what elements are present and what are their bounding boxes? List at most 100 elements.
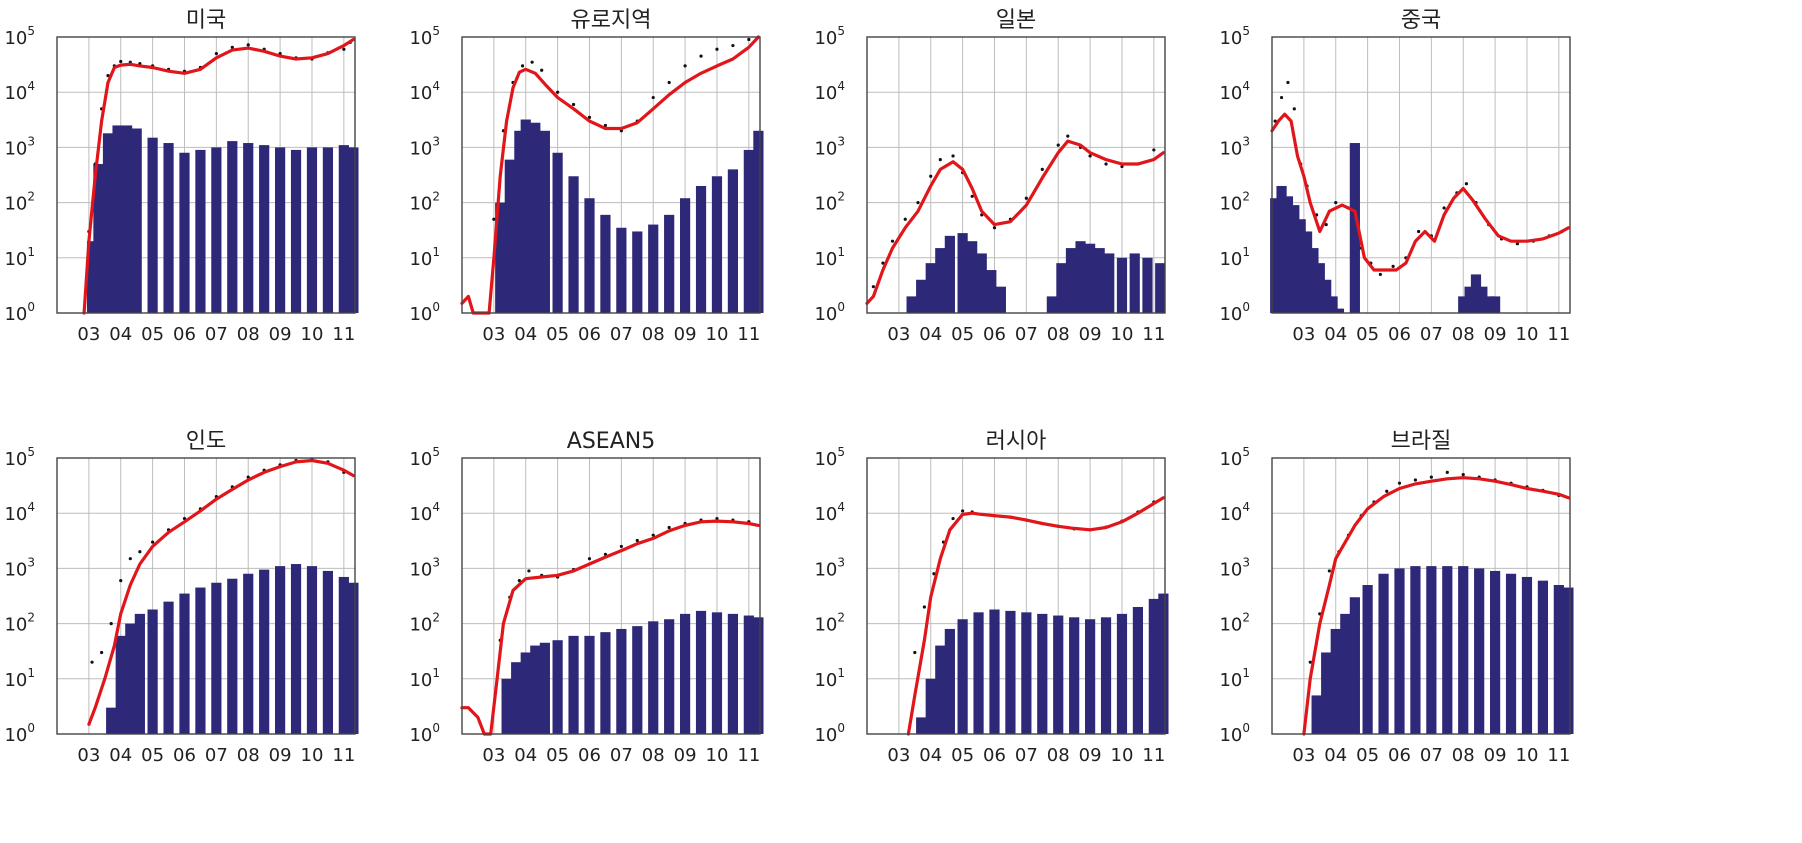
scatter-point (913, 650, 917, 655)
x-tick-label: 03 (1292, 324, 1315, 345)
bar (306, 147, 318, 313)
bar (504, 159, 515, 313)
bar (290, 564, 302, 734)
bar (1142, 257, 1153, 313)
bar (925, 263, 936, 313)
chart-title: 중국 (1401, 8, 1441, 33)
bar (727, 169, 739, 313)
scatter-point (1324, 222, 1328, 227)
bar (600, 632, 611, 734)
bar (1046, 296, 1057, 313)
chart-panel-7: 브라질 03 04 05 06 07 08 09 10 11 100 101 102 103 104 105 (1215, 421, 1665, 842)
y-tick-label: 103 (814, 555, 845, 580)
bar (530, 122, 541, 313)
bar (957, 619, 968, 734)
bar (1301, 231, 1313, 313)
scatter-point (1397, 481, 1402, 485)
scatter-point (715, 516, 719, 521)
scatter-point (530, 60, 534, 64)
bar (112, 125, 123, 313)
bar (1474, 568, 1485, 734)
y-tick-label: 105 (1219, 24, 1250, 49)
x-tick-label: 06 (1388, 324, 1411, 345)
bar (338, 576, 349, 734)
chart-title: 인도 (186, 429, 226, 454)
bar (1394, 568, 1405, 734)
scatter-point (635, 538, 639, 543)
bar (1069, 617, 1080, 734)
scatter-point (651, 533, 655, 537)
y-tick-label: 104 (1219, 500, 1250, 525)
bar (338, 145, 349, 313)
scatter-point (246, 43, 250, 47)
bar (227, 141, 238, 313)
y-tick-label: 100 (409, 300, 440, 325)
x-tick-label: 10 (1111, 324, 1134, 345)
bar (106, 707, 117, 734)
x-tick-label: 06 (173, 745, 196, 766)
y-tick-label: 100 (814, 300, 845, 325)
scatter-point (90, 660, 94, 664)
scatter-point (1413, 478, 1418, 482)
y-tick-label: 101 (409, 666, 440, 691)
scatter-point (214, 52, 218, 56)
bar (115, 635, 126, 734)
x-tick-label: 03 (482, 745, 505, 766)
bar (1321, 652, 1332, 734)
bar (1442, 566, 1453, 734)
bar (753, 617, 764, 734)
bar (695, 185, 707, 313)
bar (753, 130, 764, 313)
scatter-point (587, 557, 592, 561)
scatter-point (1308, 660, 1312, 664)
x-tick-label: 07 (1420, 324, 1443, 345)
bar (1470, 274, 1482, 313)
y-tick-label: 101 (4, 666, 35, 691)
x-tick-label: 04 (514, 745, 537, 766)
bar (944, 628, 955, 734)
bar (1477, 286, 1488, 313)
y-tick-label: 103 (814, 134, 845, 159)
bar (1065, 248, 1077, 313)
scatter-point (951, 154, 955, 158)
y-tick-label: 100 (4, 300, 35, 325)
bar (539, 130, 550, 313)
x-tick-label: 07 (205, 745, 228, 766)
y-tick-label: 101 (409, 245, 440, 270)
x-tick-label: 05 (951, 324, 974, 345)
bar (944, 235, 955, 313)
bar (179, 152, 190, 313)
scatter-point (100, 650, 104, 655)
series-line (1270, 112, 1570, 272)
scatter-point (938, 158, 942, 162)
chart-title: ASEAN5 (567, 429, 655, 454)
bar (1158, 593, 1169, 734)
bar (664, 619, 675, 734)
bar (134, 613, 145, 734)
series-line (87, 458, 355, 726)
x-tick-label: 09 (674, 324, 697, 345)
scatter-point (699, 54, 703, 58)
x-tick-label: 05 (1356, 324, 1379, 345)
chart-svg-6: 러시아 03 04 05 06 07 08 09 10 11 100 101 102 103 104 105 (814, 429, 1169, 766)
bar (568, 635, 579, 734)
bar (322, 147, 334, 313)
y-tick-label: 103 (409, 555, 440, 580)
chart-panel-4: 인도 03 04 05 06 07 08 09 10 11 100 101 102 103 104 105 (0, 421, 450, 842)
y-tick-label: 103 (4, 134, 35, 159)
scatter-point (1040, 167, 1044, 171)
chart-svg-1: 유로지역 03 04 05 06 07 08 09 10 11 100 101 102 103 104 105 (409, 8, 764, 345)
x-tick-label: 10 (706, 324, 729, 345)
bar (1289, 205, 1300, 313)
bar (1021, 612, 1032, 734)
y-tick-label: 100 (409, 721, 440, 746)
chart-panel-1: 유로지역 03 04 05 06 07 08 09 10 11 100 101 102 103 104 105 (405, 0, 855, 421)
bar (664, 214, 675, 313)
scatter-point (747, 37, 751, 42)
x-tick-label: 08 (1452, 324, 1475, 345)
chart-panel-5: ASEAN5 03 04 05 06 07 08 09 10 11 100 101 102 103 104 1… (405, 421, 855, 842)
y-tick-label: 105 (814, 445, 845, 470)
series-line (82, 37, 355, 315)
bar (1327, 296, 1338, 313)
y-tick-label: 101 (814, 666, 845, 691)
